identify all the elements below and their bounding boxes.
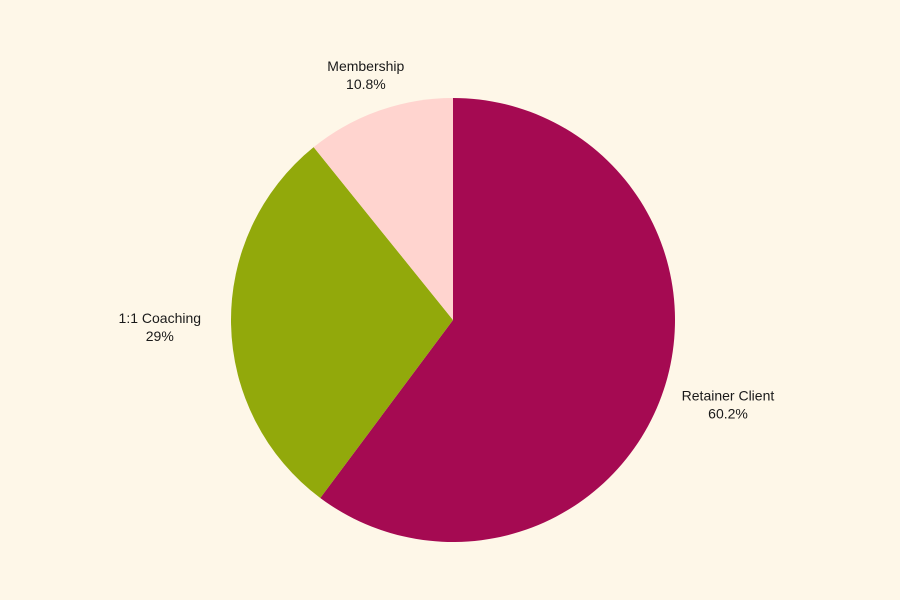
slice-label-1-1-coaching: 1:1 Coaching xyxy=(119,310,202,326)
pie-labels: Retainer Client 60.2% 1:1 Coaching 29% Membe… xyxy=(119,58,775,422)
pie-slices xyxy=(230,97,676,542)
slice-value-1-1-coaching: 29% xyxy=(146,328,174,344)
pie-slice-1-1-coaching xyxy=(230,147,453,498)
slice-label-retainer-client: Retainer Client xyxy=(682,388,775,404)
slice-value-membership: 10.8% xyxy=(346,76,386,92)
slice-value-retainer-client: 60.2% xyxy=(708,406,748,422)
slice-label-membership: Membership xyxy=(327,58,404,74)
pie-slice-membership xyxy=(313,97,453,320)
pie-slice-retainer-client xyxy=(320,98,676,542)
